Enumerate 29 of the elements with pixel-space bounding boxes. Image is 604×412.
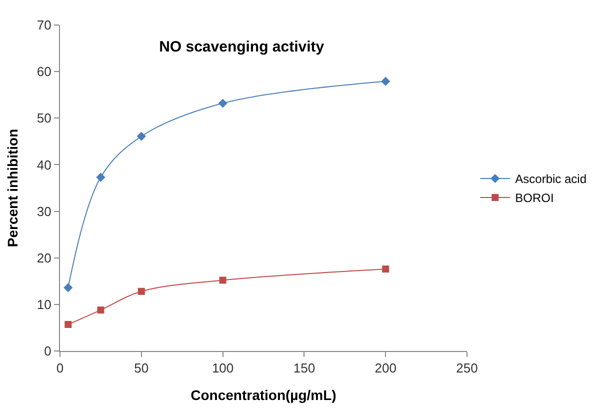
y-tick-label: 0 (44, 344, 52, 359)
y-tick-label: 30 (36, 204, 52, 219)
legend-label: BOROI (515, 191, 554, 206)
x-tick-label: 250 (456, 360, 478, 376)
point (64, 320, 72, 328)
point (381, 76, 390, 86)
y-tick-label: 20 (36, 250, 52, 266)
point (136, 132, 146, 141)
point (382, 266, 390, 273)
x-tick-label: 150 (293, 360, 316, 376)
text: NO scavenging activity (159, 38, 325, 56)
x-tick-label: 50 (134, 360, 149, 376)
point (96, 172, 106, 182)
y-tick-label: 50 (36, 110, 52, 126)
legend-label: Ascorbic acid (515, 172, 587, 186)
y-tick-label: 40 (36, 157, 52, 172)
point (64, 283, 73, 292)
x-tick-label: 200 (374, 360, 396, 376)
x-tick-label: 0 (56, 360, 64, 376)
y-axis-title: Percent inhibition (4, 128, 21, 248)
point (219, 276, 226, 284)
point (97, 306, 104, 314)
x-axis-title: Concentration(µg/mL) (190, 386, 336, 403)
x-tick-label: 100 (212, 360, 234, 376)
y-tick-label: 10 (36, 296, 52, 312)
point (218, 98, 228, 108)
point (138, 288, 145, 295)
y-tick-label: 70 (36, 18, 52, 33)
y-tick-label: 60 (36, 64, 52, 80)
